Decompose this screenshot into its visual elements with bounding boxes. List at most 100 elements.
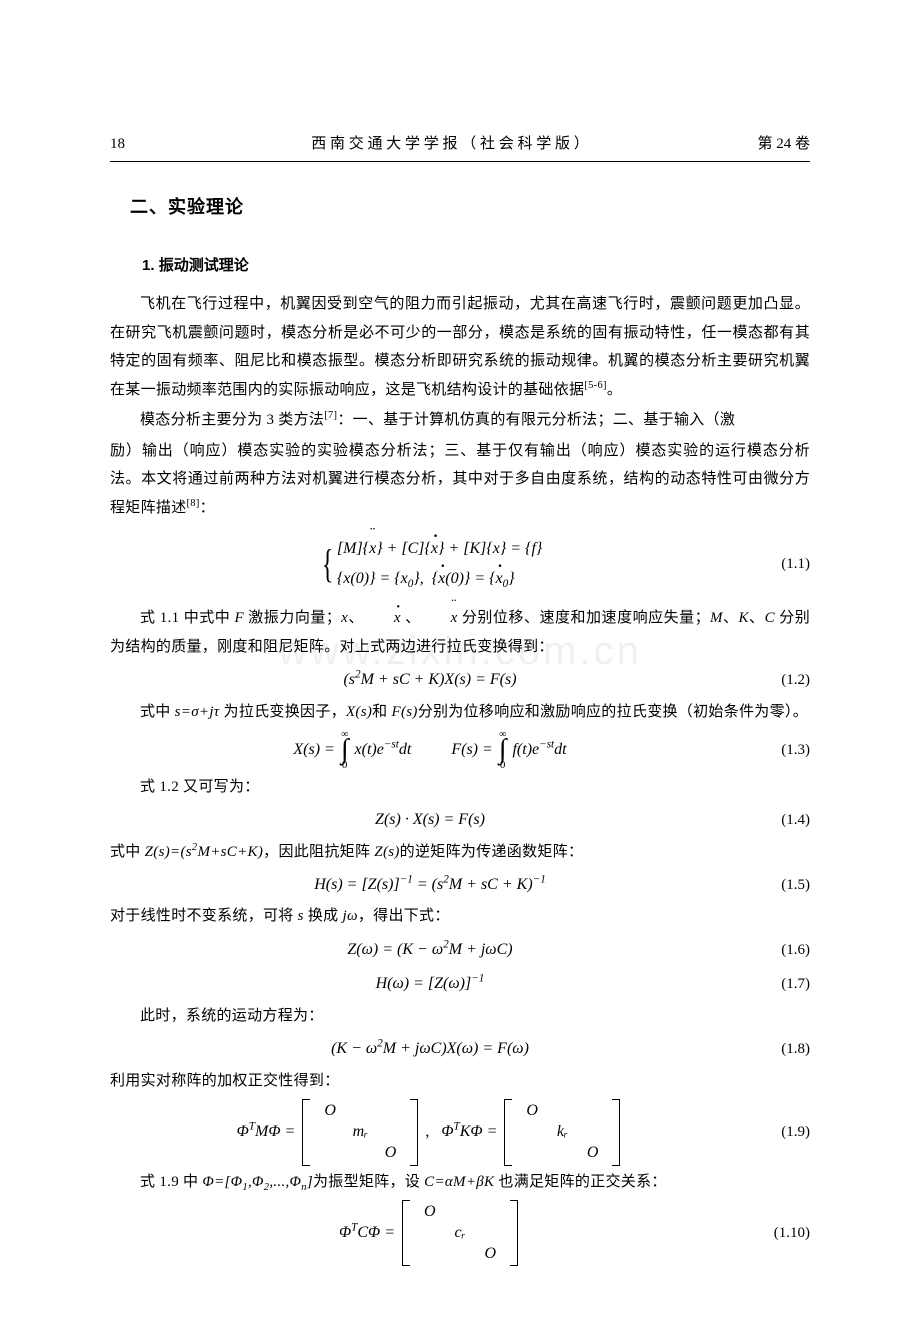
eq-lead: ΦTCΦ = bbox=[339, 1224, 399, 1241]
text: 模态分析主要分为 3 类方法 bbox=[140, 412, 324, 428]
paragraph-8: 此时，系统的运动方程为： bbox=[110, 1002, 810, 1031]
equation-number: (1.7) bbox=[750, 970, 810, 999]
eq-lead-1: ΦTMΦ = bbox=[237, 1123, 300, 1140]
equation-number: (1.6) bbox=[750, 936, 810, 965]
text: 、 bbox=[749, 610, 765, 626]
text: 。 bbox=[607, 382, 622, 398]
matrix-m: O mᵣ O bbox=[302, 1099, 418, 1165]
subsection-title: 振动测试理论 bbox=[159, 257, 249, 274]
paragraph-3: 式 1.1 中式中 F 激振力向量；x、x 、x 分别位移、速度和加速度响应失量… bbox=[110, 604, 810, 661]
equation-number: (1.5) bbox=[750, 871, 810, 900]
var-Zs: Z(s) bbox=[374, 844, 399, 860]
citation: [5-6] bbox=[584, 380, 607, 391]
text: 式 1.1 中式中 bbox=[140, 610, 235, 626]
citation: [8] bbox=[187, 498, 200, 509]
equation-1-8: (K − ω2M + jωC)X(ω) = F(ω) (1.8) bbox=[110, 1034, 810, 1064]
citation: [7] bbox=[324, 410, 337, 421]
equation-1-1: { [M]{x} + [C]{x} + [K]{x} = {f} {x(0)} … bbox=[110, 526, 810, 602]
eq-text: Z(ω) = (K − ω2M + jωC) bbox=[347, 941, 512, 958]
var-Xs: X(s) bbox=[346, 704, 372, 720]
eq-text: H(ω) = [Z(ω)]−1 bbox=[376, 975, 485, 992]
paragraph-9: 利用实对称阵的加权正交性得到： bbox=[110, 1067, 810, 1096]
text: 对于线性时不变系统，可将 bbox=[110, 908, 298, 924]
running-header: 18 西 南 交 通 大 学 学 报 （ 社 会 科 学 版 ） 第 24 卷 bbox=[110, 130, 810, 162]
var-Fs: F(s) bbox=[392, 704, 418, 720]
equation-body: Z(s) · X(s) = F(s) bbox=[110, 805, 750, 835]
var-C-def: C=αM+βK bbox=[424, 1174, 494, 1190]
left-brace-icon: { bbox=[322, 526, 334, 602]
equation-body: H(ω) = [Z(ω)]−1 bbox=[110, 969, 750, 999]
paragraph-2a: 模态分析主要分为 3 类方法[7]：一、基于计算机仿真的有限元分析法；二、基于输… bbox=[110, 406, 810, 435]
equation-1-3: X(s) = ∞ ∫ 0 x(t)e−stdt F(s) = ∞ ∫ 0 f(t… bbox=[110, 730, 810, 771]
equation-number: (1.1) bbox=[750, 550, 810, 579]
paragraph-10: 式 1.9 中 Φ=[Φ1,Φ2,...,Φn]为振型矩阵，设 C=αM+βK … bbox=[110, 1168, 810, 1197]
equation-body: H(s) = [Z(s)]−1 = (s2M + sC + K)−1 bbox=[110, 870, 750, 900]
text: ： bbox=[200, 500, 215, 516]
subsection-number: 1. bbox=[142, 257, 155, 274]
text: 分别为位移响应和激励响应的拉氏变换（初始条件为零）。 bbox=[418, 704, 808, 720]
subsection-heading: 1. 振动测试理论 bbox=[142, 252, 810, 281]
eq-text: (K − ω2M + jωC)X(ω) = F(ω) bbox=[331, 1040, 529, 1057]
integral-icon: ∞ ∫ 0 bbox=[499, 730, 507, 771]
paragraph-5: 式 1.2 又可写为： bbox=[110, 773, 810, 802]
journal-title: 西 南 交 通 大 学 学 报 （ 社 会 科 学 版 ） bbox=[170, 130, 730, 159]
eq-line-2: {x(0)} = {x0}, {x(0)} = {x0} bbox=[337, 570, 515, 587]
text: 分别位移、速度和加速度响应失量； bbox=[458, 610, 710, 626]
equation-body: ΦTCΦ = O cᵣ O bbox=[110, 1200, 750, 1266]
matrix-c: O cᵣ O bbox=[402, 1200, 518, 1266]
equation-1-5: H(s) = [Z(s)]−1 = (s2M + sC + K)−1 (1.5) bbox=[110, 870, 810, 900]
text: 、 bbox=[401, 610, 421, 626]
equation-number: (1.2) bbox=[750, 666, 810, 695]
paragraph-6: 式中 Z(s)=(s2M+sC+K)，因此阻抗矩阵 Z(s)的逆矩阵为传递函数矩… bbox=[110, 838, 810, 867]
text: ，因此阻抗矩阵 bbox=[263, 844, 374, 860]
eq-right-int: f(t)e−stdt bbox=[512, 741, 566, 758]
var-s-def: s=σ+jτ bbox=[175, 704, 220, 720]
var-F: F bbox=[235, 610, 244, 626]
equation-number: (1.9) bbox=[750, 1118, 810, 1147]
comma: , bbox=[425, 1123, 437, 1140]
matrix-k: O kᵣ O bbox=[504, 1099, 620, 1165]
text: 激振力向量； bbox=[244, 610, 341, 626]
text: 、 bbox=[348, 610, 364, 626]
eq-text: H(s) = [Z(s)]−1 = (s2M + sC + K)−1 bbox=[314, 876, 546, 893]
equation-1-7: H(ω) = [Z(ω)]−1 (1.7) bbox=[110, 969, 810, 999]
var-xddot: x bbox=[421, 604, 458, 633]
var-phi-def: Φ=[Φ1,Φ2,...,Φn] bbox=[202, 1174, 313, 1190]
paragraph-1: 飞机在飞行过程中，机翼因受到空气的阻力而引起振动，尤其在高速飞行时，震颤问题更加… bbox=[110, 290, 810, 404]
eq-lead-2: ΦTKΦ = bbox=[441, 1123, 501, 1140]
text: 式 1.9 中 bbox=[140, 1174, 202, 1190]
equation-number: (1.4) bbox=[750, 806, 810, 835]
text: 式中 bbox=[140, 704, 175, 720]
text: 飞机在飞行过程中，机翼因受到空气的阻力而引起振动，尤其在高速飞行时，震颤问题更加… bbox=[110, 296, 810, 398]
equation-body: ΦTMΦ = O mᵣ O , ΦTKΦ = O kᵣ O bbox=[110, 1099, 750, 1165]
text: 为振型矩阵，设 bbox=[313, 1174, 424, 1190]
var-M: M bbox=[710, 610, 723, 626]
var-jw: jω bbox=[343, 908, 358, 924]
eq-left-int: x(t)e−stdt bbox=[355, 741, 412, 758]
volume: 第 24 卷 bbox=[730, 130, 810, 159]
var-xdot: x bbox=[364, 604, 401, 633]
equation-body: (K − ω2M + jωC)X(ω) = F(ω) bbox=[110, 1034, 750, 1064]
equation-1-2: (s2M + sC + K)X(s) = F(s) (1.2) bbox=[110, 665, 810, 695]
equation-1-9: ΦTMΦ = O mᵣ O , ΦTKΦ = O kᵣ O bbox=[110, 1099, 810, 1165]
page-number: 18 bbox=[110, 130, 170, 159]
eq-left: X(s) = bbox=[293, 741, 338, 758]
text: 式中 bbox=[110, 844, 145, 860]
paragraph-7: 对于线性时不变系统，可将 s 换成 jω，得出下式： bbox=[110, 902, 810, 931]
text: 为拉氏变换因子， bbox=[219, 704, 345, 720]
equation-number: (1.3) bbox=[750, 736, 810, 765]
text: 换成 bbox=[304, 908, 343, 924]
text: ，得出下式： bbox=[358, 908, 450, 924]
eq-text: Z(s) · X(s) = F(s) bbox=[375, 811, 485, 828]
equation-body: X(s) = ∞ ∫ 0 x(t)e−stdt F(s) = ∞ ∫ 0 f(t… bbox=[110, 730, 750, 771]
page: 18 西 南 交 通 大 学 学 报 （ 社 会 科 学 版 ） 第 24 卷 … bbox=[0, 0, 920, 1328]
text: 和 bbox=[372, 704, 391, 720]
var-K: K bbox=[739, 610, 749, 626]
equation-1-4: Z(s) · X(s) = F(s) (1.4) bbox=[110, 805, 810, 835]
text: 励）输出（响应）模态实验的实验模态分析法；三、基于仅有输出（响应）模态实验的运行… bbox=[110, 443, 810, 516]
equation-body: Z(ω) = (K − ω2M + jωC) bbox=[110, 935, 750, 965]
equation-1-10: ΦTCΦ = O cᵣ O (1.10) bbox=[110, 1200, 810, 1266]
text: 也满足矩阵的正交关系： bbox=[494, 1174, 666, 1190]
equation-number: (1.10) bbox=[750, 1219, 810, 1248]
paragraph-4: 式中 s=σ+jτ 为拉氏变换因子，X(s)和 F(s)分别为位移响应和激励响应… bbox=[110, 698, 810, 727]
